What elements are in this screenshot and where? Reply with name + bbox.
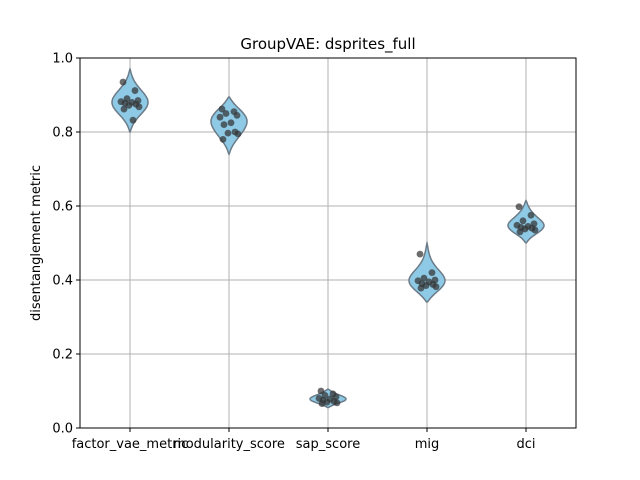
data-point-factor_vae_metric	[129, 116, 137, 124]
data-point-mig	[422, 282, 430, 289]
data-point-modularity_score	[218, 105, 226, 113]
chart-title: GroupVAE: dsprites_full	[240, 35, 415, 54]
y-tick-label: 1.0	[52, 52, 73, 67]
data-point-factor_vae_metric	[120, 105, 128, 113]
x-tick-label: dci	[516, 437, 535, 452]
data-point-modularity_score	[220, 121, 228, 128]
x-tick-label: factor_vae_metric	[72, 437, 189, 452]
y-tick-label: 0.4	[52, 274, 73, 289]
data-point-modularity_score	[233, 111, 241, 119]
data-point-modularity_score	[234, 130, 242, 138]
y-tick-label: 0.2	[52, 348, 73, 363]
data-point-mig	[417, 284, 425, 292]
data-point-dci	[516, 228, 524, 236]
data-point-dci	[531, 226, 539, 234]
data-point-dci	[515, 203, 523, 211]
data-point-modularity_score	[216, 113, 224, 121]
data-point-dci	[527, 211, 535, 219]
data-point-dci	[521, 225, 529, 233]
data-point-modularity_score	[227, 119, 235, 127]
data-point-mig	[428, 269, 436, 276]
data-point-sap_score	[318, 400, 326, 407]
points	[117, 78, 539, 407]
data-point-mig	[416, 250, 424, 258]
data-point-dci	[519, 217, 527, 225]
data-point-factor_vae_metric	[125, 101, 133, 109]
data-point-factor_vae_metric	[131, 87, 139, 94]
data-point-factor_vae_metric	[119, 78, 127, 86]
data-point-factor_vae_metric	[135, 103, 143, 111]
y-tick-label: 0.6	[52, 200, 73, 215]
y-ticks: 0.0 0.2 0.4 0.6 0.8 1.0	[52, 52, 80, 437]
data-point-modularity_score	[222, 110, 230, 117]
data-point-mig	[420, 274, 428, 282]
x-tick-label: sap_score	[296, 437, 360, 452]
y-tick-label: 0.8	[52, 126, 73, 141]
data-point-sap_score	[333, 399, 341, 407]
x-tick-label: mig	[415, 437, 440, 452]
y-tick-label: 0.0	[52, 422, 73, 437]
data-point-mig	[432, 283, 440, 291]
data-point-modularity_score	[224, 129, 232, 137]
x-tick-label: modularity_score	[173, 437, 285, 452]
data-point-sap_score	[317, 387, 325, 395]
y-axis-label: disentanglement metric	[29, 165, 44, 321]
data-point-modularity_score	[219, 136, 227, 143]
